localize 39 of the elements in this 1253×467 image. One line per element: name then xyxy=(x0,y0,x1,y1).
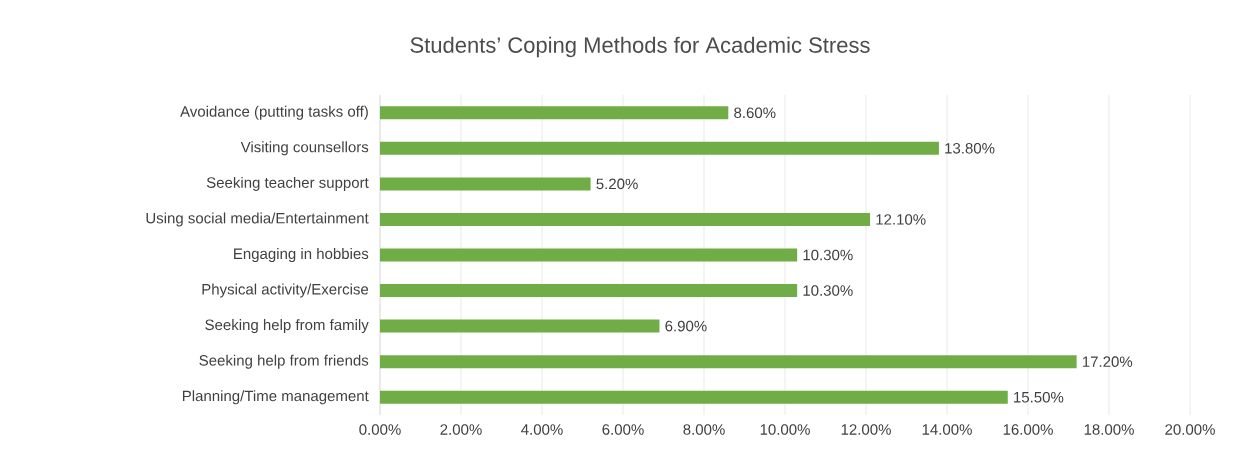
data-label: 12.10% xyxy=(876,214,926,225)
y-tick-label: Using social media/Entertainment xyxy=(146,212,369,227)
bar xyxy=(380,106,729,120)
x-tick-label: 0.00% xyxy=(359,424,401,435)
x-tick-label: 18.00% xyxy=(1084,424,1134,435)
y-tick-label: Seeking teacher support xyxy=(206,176,369,191)
y-tick-label: Seeking help from friends xyxy=(199,354,369,369)
y-tick-label: Engaging in hobbies xyxy=(234,248,369,262)
data-label: 5.20% xyxy=(596,178,638,190)
data-label: 13.80% xyxy=(945,143,995,154)
x-tick-label: 6.00% xyxy=(602,424,644,435)
bar xyxy=(380,284,798,298)
y-tick-label: Planning/Time management xyxy=(182,390,369,405)
data-label: 8.60% xyxy=(734,107,776,119)
bar xyxy=(380,319,660,333)
data-label: 17.20% xyxy=(1082,356,1133,367)
bar xyxy=(380,248,798,262)
y-tick-label: Physical activity/Exercise xyxy=(202,283,369,298)
x-tick-label: 10.00% xyxy=(760,424,810,435)
bar xyxy=(380,390,1008,404)
bar xyxy=(380,141,939,155)
y-tick-label: Seeking help from family xyxy=(205,319,369,334)
x-tick-label: 16.00% xyxy=(1003,424,1053,435)
x-tick-label: 12.00% xyxy=(841,424,891,435)
x-tick-label: 20.00% xyxy=(1165,424,1215,435)
chart-title: Students’ Coping Methods for Academic Stress xyxy=(410,36,870,58)
y-tick-label: Visiting counsellors xyxy=(240,141,369,156)
x-tick-label: 4.00% xyxy=(521,424,563,435)
bar xyxy=(380,212,871,226)
y-tick-label: Avoidance (putting tasks off) xyxy=(180,105,368,120)
x-tick-label: 8.00% xyxy=(683,424,725,435)
data-label: 6.90% xyxy=(665,320,707,332)
bar xyxy=(380,177,591,191)
bar xyxy=(380,355,1077,369)
x-tick-label: 14.00% xyxy=(922,424,972,435)
x-tick-label: 2.00% xyxy=(440,424,482,435)
data-label: 10.30% xyxy=(803,249,853,261)
data-label: 10.30% xyxy=(803,285,853,296)
data-label: 15.50% xyxy=(1014,391,1064,403)
